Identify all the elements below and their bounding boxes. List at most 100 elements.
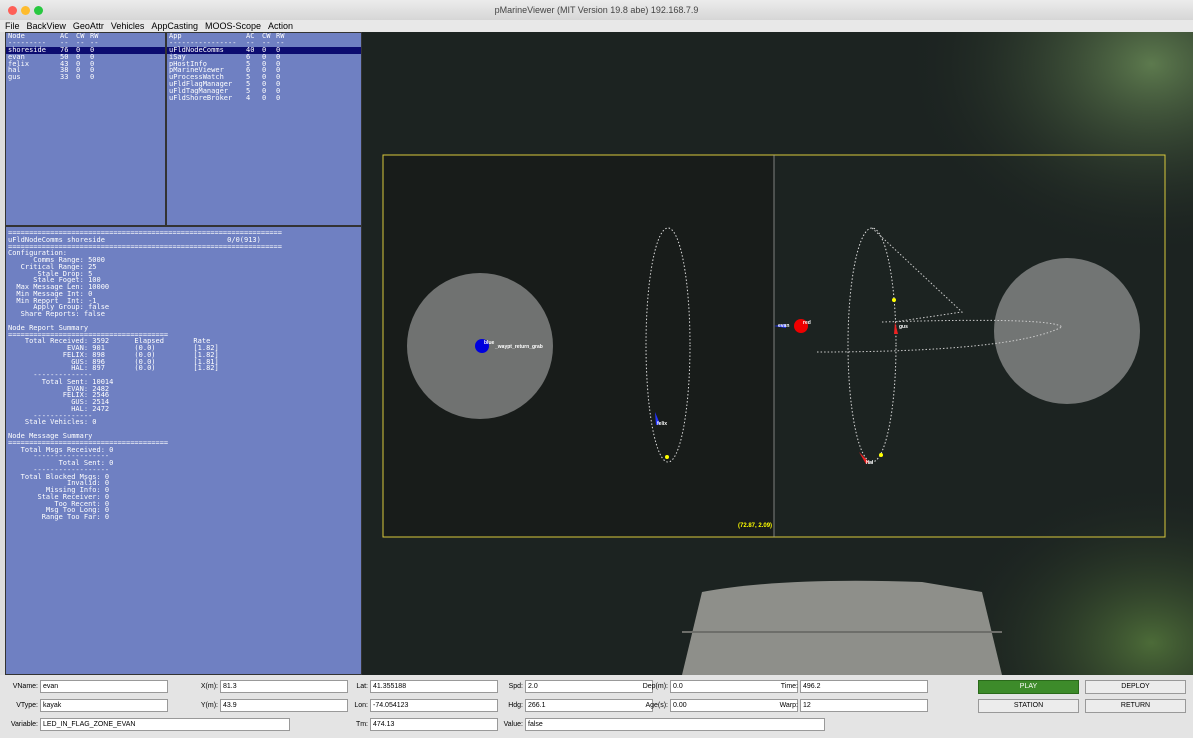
table-row[interactable]: gus 33 0 0	[6, 74, 165, 81]
table-row[interactable]: pHostInfo 5 0 0	[167, 59, 361, 68]
map-label: gus	[899, 324, 908, 330]
table-row[interactable]: uProcessWatch 5 0 0	[167, 74, 361, 81]
appcast-line: Configuration:	[8, 249, 68, 258]
table-row[interactable]: felix 43 0 0	[6, 59, 165, 68]
cell: 40	[246, 45, 255, 54]
menu-item[interactable]: BackView	[26, 21, 66, 31]
cell: uProcessWatch	[169, 73, 224, 82]
appcast-line: ========================================…	[8, 229, 282, 237]
menu-item[interactable]: File	[5, 21, 20, 31]
table-row[interactable]: evan 50 0 0	[6, 52, 165, 61]
field-value[interactable]: LED_IN_FLAG_ZONE_EVAN	[40, 718, 290, 731]
appcast-line: HAL: 897 (0.0) [1.82]	[8, 364, 219, 373]
button[interactable]: STATION	[978, 699, 1079, 713]
control-panel: VName: evan X(m): 81.3 Lat: 41.355188 Spd: 2.0 D…	[0, 675, 1193, 738]
field-value[interactable]: -74.054123	[370, 699, 498, 712]
field-value[interactable]: 41.355188	[370, 680, 498, 693]
table-row[interactable]: uFldNodeComms 40 0 0	[167, 45, 361, 54]
field-value[interactable]: 266.1	[525, 699, 653, 712]
appcast-line: Share Reports: false	[8, 310, 105, 318]
appcast-line: ======================================	[8, 438, 169, 447]
table-row[interactable]: shoreside 76 0 0	[6, 45, 165, 54]
cell: uFldTagManager	[169, 87, 229, 96]
blue-flag	[475, 339, 489, 353]
cell: 0	[90, 59, 95, 68]
appcast-line: Too Recent: 0	[8, 499, 110, 508]
field-label: Value:	[503, 721, 523, 728]
minimize-button[interactable]	[21, 6, 30, 15]
appcast-line: EVAN: 2482	[8, 384, 110, 393]
table-header: App AC CW RW	[167, 33, 361, 40]
field-label: Warp:	[779, 702, 798, 709]
field-value[interactable]: 43.9	[220, 699, 348, 712]
appcast-line: Stale Receiver: 0	[8, 492, 110, 501]
field-value[interactable]: 474.13	[370, 718, 498, 731]
map-view[interactable]: blue _waypt_return_grab evan red gus fel…	[362, 32, 1193, 675]
window-title: pMarineViewer (MIT Version 19.8 abe) 192…	[494, 5, 699, 15]
field-label: VType:	[16, 702, 38, 709]
field-value[interactable]: kayak	[40, 699, 168, 712]
appcast-line: Min Report Int: -1	[8, 296, 97, 305]
vehicle-felix	[655, 412, 660, 425]
cell: 0	[276, 45, 281, 54]
building	[682, 580, 1002, 675]
table-row[interactable]: hal 38 0 0	[6, 67, 165, 74]
cell: 0	[276, 52, 281, 61]
cell: 0	[76, 73, 81, 82]
field-value[interactable]: 0.00	[670, 699, 798, 712]
menu-item[interactable]: AppCasting	[151, 21, 198, 31]
cell: 0	[276, 73, 281, 82]
zoom-button[interactable]	[34, 6, 43, 15]
cell: 50	[60, 52, 69, 61]
cell: felix	[8, 59, 30, 68]
appcast-line: Missing Info: 0	[8, 486, 110, 494]
field-value[interactable]: 12	[800, 699, 928, 712]
cell: 0	[262, 94, 267, 103]
field-value[interactable]: false	[525, 718, 825, 731]
cell: 0	[76, 66, 81, 75]
table-row[interactable]: uFldTagManager 5 0 0	[167, 88, 361, 95]
table-header: Node AC CW RW	[6, 33, 165, 40]
appcast-section: Node Report Summary =====================…	[8, 324, 361, 427]
field-value[interactable]: 496.2	[800, 680, 928, 693]
field-label: VName:	[12, 683, 38, 690]
cell: --	[60, 38, 69, 47]
appcast-line: ========================================…	[8, 242, 282, 251]
table-row[interactable]: uFldFlagManager 5 0 0	[167, 81, 361, 88]
menu-item[interactable]: Vehicles	[110, 21, 145, 31]
cell: 0	[262, 87, 267, 96]
cell: --	[262, 38, 271, 47]
menu-item[interactable]: MOOS-Scope	[204, 21, 261, 31]
field-value[interactable]: evan	[40, 680, 168, 693]
menu-item[interactable]: Action	[267, 21, 293, 31]
cell: 43	[60, 59, 69, 68]
field-value[interactable]: 0.0	[670, 680, 798, 693]
appcast-line: Stale Vehicles: 0	[8, 418, 97, 427]
cell: --	[246, 38, 255, 47]
table-separator: ---------------- -- -- --	[167, 38, 361, 47]
appcast-line: --------------	[8, 411, 93, 420]
cell: CW	[76, 32, 85, 40]
cell: 0	[90, 45, 95, 54]
table-row[interactable]: uFldShoreBroker 4 0 0	[167, 95, 361, 102]
cell: ---------	[8, 38, 46, 47]
field-value[interactable]: 2.0	[525, 680, 653, 693]
table-row[interactable]: iSay 6 0 0	[167, 52, 361, 61]
node-table: Node AC CW RW --------- -- -- -- shoreside 76 0 0 ev…	[5, 32, 166, 226]
table-row[interactable]: pMarineViewer 6 0 0	[167, 67, 361, 74]
button[interactable]: PLAY	[978, 680, 1079, 694]
button[interactable]: RETURN	[1085, 699, 1186, 713]
field-value[interactable]: 81.3	[220, 680, 348, 693]
cell: 0	[76, 45, 81, 54]
menu-item[interactable]: GeoAttr	[72, 21, 104, 31]
appcast-line: Total Received: 3592 Elapsed Rate	[8, 337, 211, 346]
vehicle-evan	[774, 324, 786, 328]
cell: 0	[76, 59, 81, 68]
waypoint	[665, 455, 669, 459]
cell: 0	[90, 52, 95, 61]
cell: pHostInfo	[169, 59, 207, 68]
appcast-line: Range Too Far: 0	[8, 513, 110, 521]
button[interactable]: DEPLOY	[1085, 680, 1186, 694]
close-button[interactable]	[8, 6, 17, 15]
